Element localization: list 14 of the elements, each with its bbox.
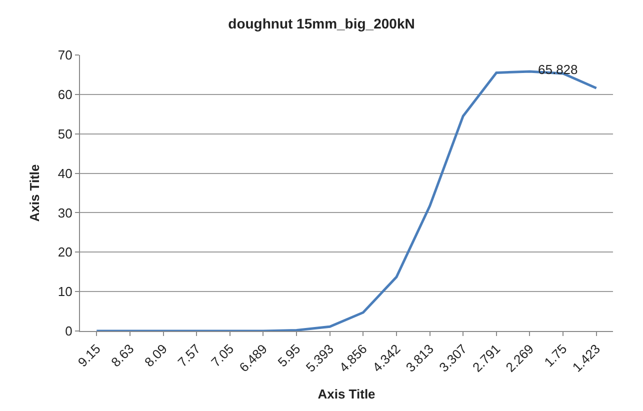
x-tick-label: 8.63 — [108, 341, 137, 370]
y-tick-label: 0 — [65, 324, 72, 339]
y-tick-label: 70 — [58, 48, 72, 63]
y-tick-label: 60 — [58, 86, 72, 102]
y-tick-label: 30 — [58, 205, 72, 220]
y-tick-label: 50 — [58, 126, 72, 142]
x-tick-label: 7.05 — [208, 341, 237, 370]
y-axis-title: Axis Title — [26, 164, 42, 222]
y-tick-label: 40 — [58, 166, 72, 181]
x-axis-title: Axis Title — [318, 386, 376, 402]
y-tick-label: 10 — [58, 284, 72, 300]
x-tick-label: 8.09 — [141, 341, 170, 370]
chart-title: doughnut 15mm_big_200kN — [228, 15, 415, 32]
y-tick-label: 20 — [58, 244, 72, 260]
